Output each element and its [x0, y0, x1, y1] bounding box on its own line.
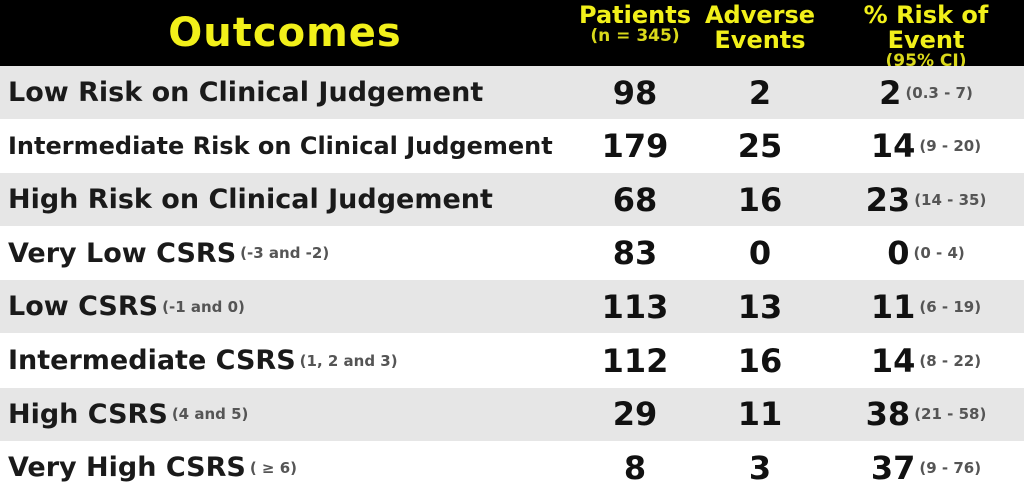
patients-label: Patients [579, 1, 691, 29]
row-label: Very High CSRS [8, 452, 246, 484]
patients-cell: 98 [612, 73, 658, 112]
adverse-cell: 16 [737, 180, 783, 219]
risk-label: % Risk of Event [863, 1, 989, 55]
table-row: Very Low CSRS (-3 and -2) 83 0 0 (0 - 4) [0, 226, 1024, 280]
table-row: Intermediate Risk on Clinical Judgement 1… [0, 119, 1024, 173]
row-label-cell: Intermediate Risk on Clinical Judgement [8, 120, 573, 173]
adverse-cell: 2 [748, 73, 772, 112]
table-row: High Risk on Clinical Judgement 68 16 23 (14… [0, 173, 1024, 227]
table-row: Intermediate CSRS (1, 2 and 3) 112 16 14 (8 -… [0, 334, 1024, 387]
risk-ci: (9 - 20) [919, 137, 982, 156]
row-label-cell: Low Risk on Clinical Judgement [8, 66, 573, 119]
risk-value: 38 [865, 395, 911, 434]
row-label-cell: Low CSRS (-1 and 0) [8, 280, 573, 333]
row-label: High Risk on Clinical Judgement [8, 184, 493, 216]
row-label: Very Low CSRS [8, 237, 237, 269]
patients-cell: 83 [612, 234, 658, 273]
row-label-cell: Very Low CSRS (-3 and -2) [8, 227, 573, 280]
risk-cell: 2 (0.3 - 7) [828, 66, 1024, 119]
risk-value: 0 [887, 234, 910, 273]
row-label-cell: High Risk on Clinical Judgement [8, 173, 573, 226]
risk-ci: (9 - 76) [919, 458, 982, 477]
row-range: ( ≥ 6) [249, 458, 298, 477]
patients-cell: 8 [623, 448, 647, 487]
risk-cell: 14 (8 - 22) [828, 334, 1024, 387]
adverse-cell: 13 [737, 287, 783, 326]
risk-cell: 14 (9 - 20) [828, 120, 1024, 173]
header-risk: % Risk of Event (95% CI) [828, 1, 1024, 70]
table-row: Low CSRS (-1 and 0) 113 13 11 (6 - 19) [0, 280, 1024, 334]
adverse-cell: 0 [748, 234, 772, 273]
row-range: (4 and 5) [171, 405, 249, 424]
patients-cell: 112 [601, 341, 669, 380]
risk-ci: (8 - 22) [919, 351, 982, 370]
risk-value: 14 [870, 127, 916, 166]
risk-value: 2 [879, 73, 902, 112]
patients-cell: 179 [601, 127, 669, 166]
row-label: Low CSRS [8, 291, 159, 323]
row-label-cell: High CSRS (4 and 5) [8, 388, 573, 441]
row-range: (-3 and -2) [240, 244, 330, 263]
risk-ci: (6 - 19) [919, 297, 982, 316]
risk-value: 23 [865, 180, 911, 219]
adverse-cell: 16 [737, 341, 783, 380]
risk-value: 14 [870, 341, 916, 380]
risk-ci: (14 - 35) [914, 190, 987, 209]
risk-ci: (0.3 - 7) [905, 83, 973, 102]
risk-ci: (0 - 4) [913, 244, 965, 263]
risk-cell: 11 (6 - 19) [828, 280, 1024, 333]
risk-value: 11 [870, 287, 916, 326]
table-row: High CSRS (4 and 5) 29 11 38 (21 - 58) [0, 387, 1024, 441]
risk-sub: (95% CI) [885, 51, 967, 72]
adverse-cell: 25 [737, 127, 783, 166]
header-patients: Patients (n = 345) [579, 1, 691, 65]
row-label: Intermediate Risk on Clinical Judgement [8, 132, 553, 161]
adverse-cell: 3 [748, 448, 772, 487]
adverse-label-2: Events [714, 26, 806, 55]
header-adverse: Adverse Events [698, 1, 822, 65]
header-title: Outcomes [168, 10, 402, 56]
adverse-label: Adverse [704, 1, 816, 29]
row-label: Intermediate CSRS [8, 345, 296, 376]
risk-cell: 0 (0 - 4) [828, 227, 1024, 280]
risk-ci: (21 - 58) [914, 405, 987, 424]
row-range: (1, 2 and 3) [299, 351, 398, 370]
risk-cell: 37 (9 - 76) [828, 441, 1024, 494]
adverse-cell: 11 [737, 395, 783, 434]
patients-cell: 113 [601, 287, 669, 326]
table-row: Very High CSRS( ≥ 6) 8 3 37 (9 - 76) [0, 441, 1024, 495]
table-header: Outcomes Patients (n = 345) Adverse Even… [0, 0, 1024, 70]
patients-sub: (n = 345) [590, 26, 680, 47]
patients-cell: 29 [612, 395, 658, 434]
row-label-cell: Intermediate CSRS (1, 2 and 3) [8, 334, 573, 387]
row-label: High CSRS [8, 398, 168, 430]
risk-cell: 23 (14 - 35) [828, 173, 1024, 226]
patients-cell: 68 [612, 180, 658, 219]
table-row: Low Risk on Clinical Judgement 98 2 2 (0.3 -… [0, 66, 1024, 119]
row-label: Low Risk on Clinical Judgement [8, 77, 484, 108]
risk-value: 37 [870, 448, 916, 487]
row-range: (-1 and 0) [162, 297, 245, 316]
risk-cell: 38 (21 - 58) [828, 388, 1024, 441]
row-label-cell: Very High CSRS( ≥ 6) [8, 441, 573, 494]
